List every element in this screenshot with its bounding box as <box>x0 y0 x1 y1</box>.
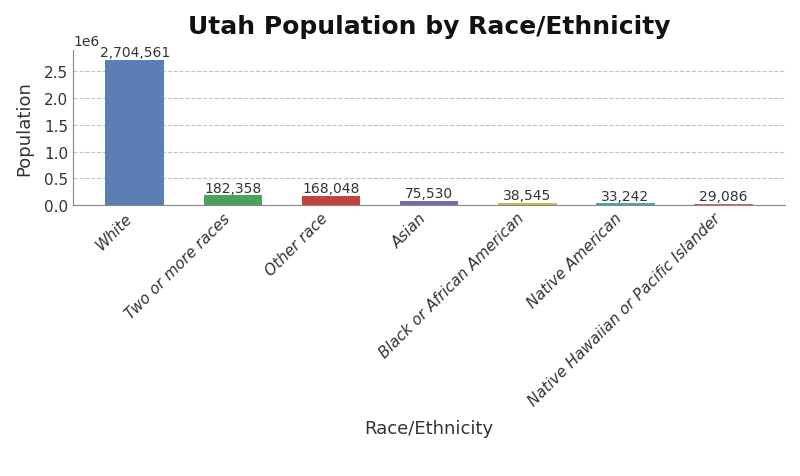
Text: 2,704,561: 2,704,561 <box>100 46 170 60</box>
Bar <box>302 197 361 206</box>
Text: 75,530: 75,530 <box>405 187 453 201</box>
Text: 33,242: 33,242 <box>601 189 650 203</box>
Bar <box>400 202 458 206</box>
Title: Utah Population by Race/Ethnicity: Utah Population by Race/Ethnicity <box>188 15 670 39</box>
Text: 29,086: 29,086 <box>699 189 747 203</box>
Text: 38,545: 38,545 <box>503 189 551 203</box>
Bar <box>694 204 753 206</box>
X-axis label: Race/Ethnicity: Race/Ethnicity <box>365 419 494 437</box>
Text: 168,048: 168,048 <box>302 182 360 196</box>
Bar <box>106 61 164 206</box>
Text: 182,358: 182,358 <box>204 181 262 195</box>
Bar <box>498 204 557 206</box>
Bar <box>203 196 262 206</box>
Bar <box>596 204 654 206</box>
Y-axis label: Population: Population <box>15 81 33 176</box>
